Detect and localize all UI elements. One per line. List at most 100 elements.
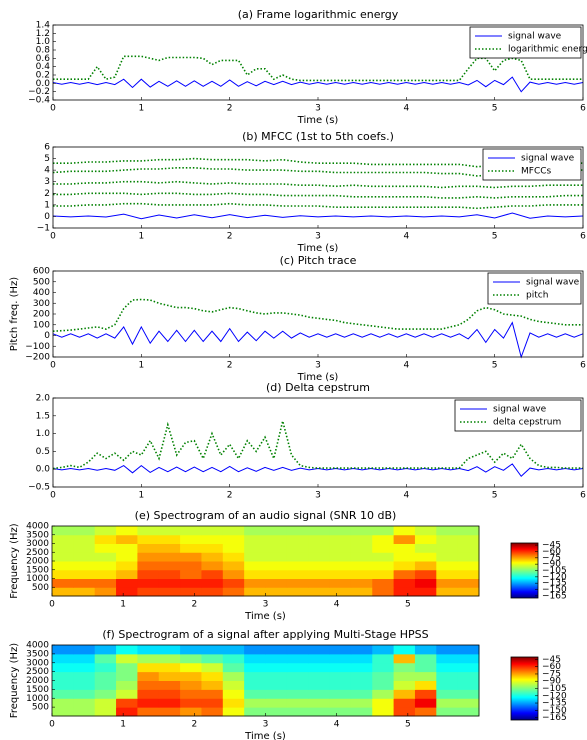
heatmap-cell xyxy=(201,543,224,553)
heatmap-cell xyxy=(350,662,373,673)
heatmap-cell xyxy=(158,645,181,655)
heatmap-cell xyxy=(52,698,74,708)
heatmap-cell xyxy=(350,645,373,655)
heatmap-cell xyxy=(414,680,437,690)
y-tick-label: 1.0 xyxy=(36,37,51,47)
heatmap-cell xyxy=(52,689,74,699)
heatmap-cell xyxy=(436,587,459,597)
heatmap-cell xyxy=(372,671,395,681)
heatmap-cell xyxy=(158,561,181,571)
heatmap-cell xyxy=(329,662,352,673)
heatmap-cell xyxy=(201,578,224,588)
heatmap-cell xyxy=(116,680,138,690)
colorbar-tick-label: −45 xyxy=(542,541,561,551)
heatmap-cell xyxy=(73,534,96,544)
heatmap-cell xyxy=(457,552,480,562)
y-tick-label: 1.0 xyxy=(36,429,51,439)
x-tick-label: 5 xyxy=(492,361,498,371)
heatmap-cell xyxy=(116,689,138,699)
heatmap-cell xyxy=(350,671,373,681)
heatmap-cell xyxy=(180,689,202,699)
heatmap-cell xyxy=(52,561,74,571)
chart-title: (d) Delta cepstrum xyxy=(266,381,370,394)
x-tick-label: 6 xyxy=(580,361,586,371)
colorbar-tick-label: −105 xyxy=(542,566,567,576)
heatmap-cell xyxy=(116,569,138,579)
legend-label: signal wave xyxy=(508,32,562,42)
heatmap-cell xyxy=(265,689,288,699)
heatmap-cell xyxy=(329,578,352,588)
colorbar-tick-label: −90 xyxy=(542,677,561,687)
heatmap-cell xyxy=(372,561,395,571)
heatmap-cell xyxy=(244,707,266,717)
heatmap-cell xyxy=(265,662,288,673)
colorbar-tick-label: −75 xyxy=(542,669,561,679)
heatmap-cell xyxy=(329,645,352,655)
x-tick-label: 1 xyxy=(138,361,144,371)
heatmap-cell xyxy=(286,587,309,597)
heatmap-cell xyxy=(222,707,245,717)
heatmap-cell xyxy=(222,689,245,699)
x-tick-label: 5 xyxy=(492,491,498,501)
heatmap-cell xyxy=(457,680,480,690)
heatmap-cell xyxy=(73,587,96,597)
x-tick-label: 5 xyxy=(492,104,498,114)
heatmap-cell xyxy=(436,645,459,655)
heatmap-cell xyxy=(201,707,224,717)
legend xyxy=(487,272,582,305)
heatmap-cell xyxy=(329,552,352,562)
colorbar-tick-label: −150 xyxy=(542,706,567,716)
heatmap-cell xyxy=(222,680,245,690)
heatmap-cell xyxy=(94,653,117,664)
heatmap-cell xyxy=(286,671,309,681)
x-tick-label: 0 xyxy=(50,361,56,371)
colorbar-tick-label: −60 xyxy=(542,662,561,672)
x-tick-label: 4 xyxy=(403,104,409,114)
x-tick-label: 2 xyxy=(191,600,197,610)
heatmap-cell xyxy=(94,707,117,717)
heatmap-cell xyxy=(372,578,395,588)
y-tick-label: −1 xyxy=(37,224,50,234)
x-axis-label: Time (s) xyxy=(244,611,286,622)
heatmap-cell xyxy=(457,653,480,664)
colorbar-tick-label: −120 xyxy=(542,691,567,701)
heatmap-cell xyxy=(158,543,181,553)
heatmap-cell xyxy=(137,645,160,655)
heatmap-cell xyxy=(73,689,96,699)
heatmap-cell xyxy=(414,552,437,562)
y-tick-label: 500 xyxy=(33,277,50,287)
heatmap-cell xyxy=(393,526,416,536)
y-tick-label: 0.4 xyxy=(36,62,51,72)
x-tick-label: 2 xyxy=(227,104,233,114)
heatmap-cell xyxy=(244,671,266,681)
colorbar-tick-label: −165 xyxy=(542,713,567,723)
legend xyxy=(469,26,582,59)
heatmap-cell xyxy=(265,671,288,681)
heatmap-cell xyxy=(244,569,266,579)
heatmap-cell xyxy=(94,680,117,690)
heatmap-cell xyxy=(116,662,138,673)
heatmap-cell xyxy=(158,680,181,690)
heatmap-cell xyxy=(414,587,437,597)
heatmap-cell xyxy=(137,561,160,571)
heatmap-cell xyxy=(286,534,309,544)
heatmap-cell xyxy=(414,561,437,571)
heatmap-cell xyxy=(436,543,459,553)
heatmap-cell xyxy=(180,698,202,708)
heatmap-cell xyxy=(286,662,309,673)
heatmap-cell xyxy=(180,526,202,536)
chart-title: (e) Spectrogram of an audio signal (SNR … xyxy=(135,509,397,522)
heatmap-cell xyxy=(329,534,352,544)
x-tick-label: 6 xyxy=(580,104,586,114)
line-series xyxy=(52,76,584,93)
x-axis-label: Time (s) xyxy=(297,372,339,383)
heatmap-cell xyxy=(308,689,331,699)
heatmap-cell xyxy=(116,645,138,655)
heatmap-cell xyxy=(222,587,245,597)
heatmap-cell xyxy=(180,645,202,655)
heatmap-cell xyxy=(52,526,74,536)
heatmap-cell xyxy=(265,653,288,664)
heatmap-cell xyxy=(308,698,331,708)
heatmap-cell xyxy=(73,578,96,588)
x-tick-label: 0 xyxy=(50,491,56,501)
